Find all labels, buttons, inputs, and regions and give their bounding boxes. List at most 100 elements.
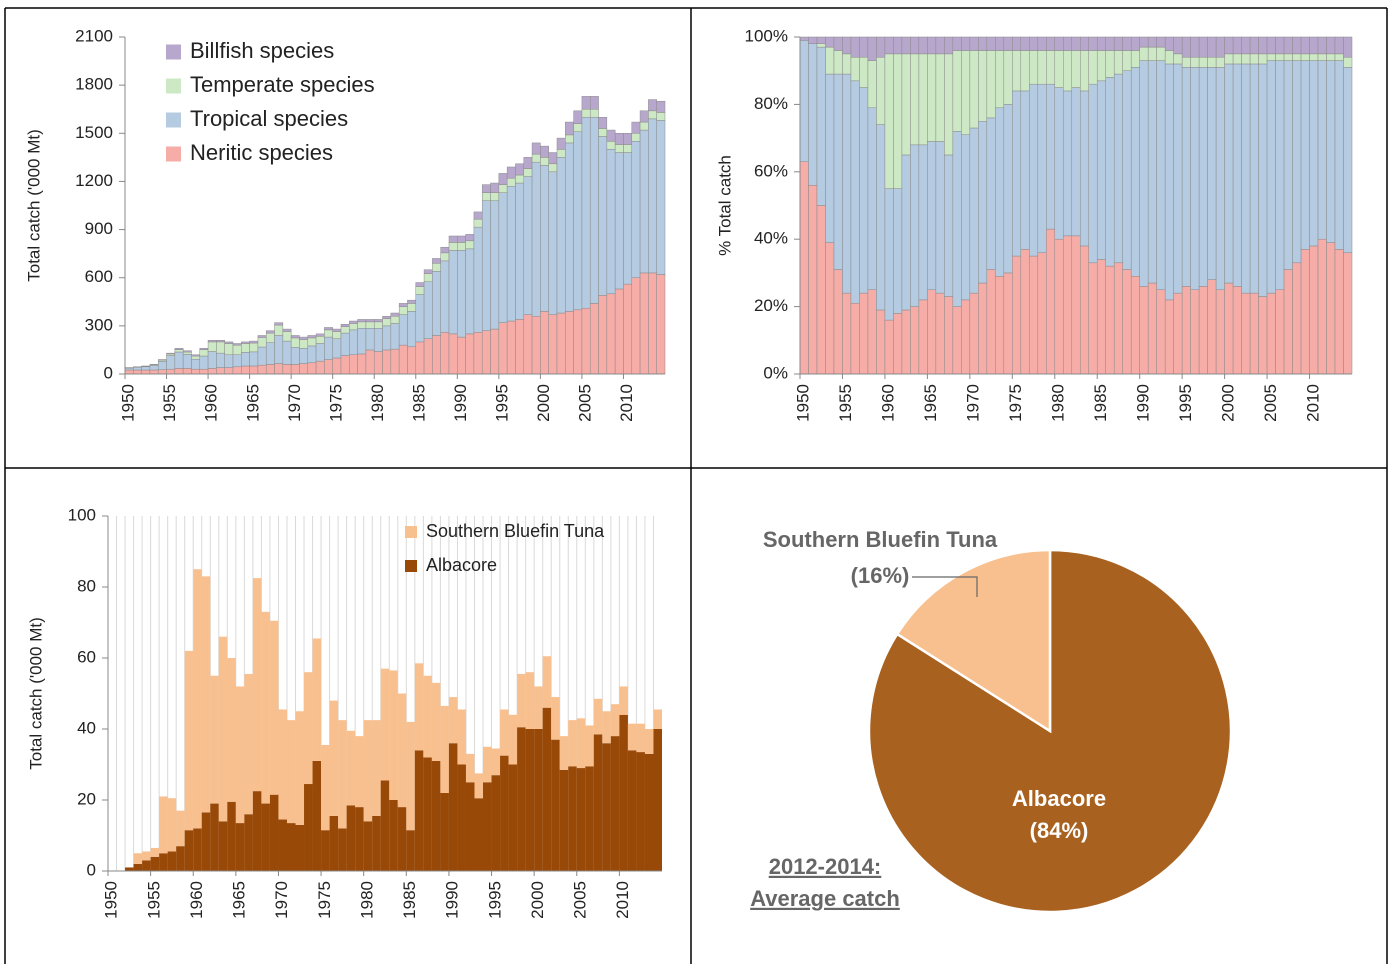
- bar-segment: [1266, 36, 1276, 55]
- bar-segment: [944, 53, 954, 156]
- bar-segment: [565, 142, 574, 312]
- bar-segment: [174, 368, 184, 375]
- bar-segment: [1207, 279, 1217, 375]
- bar-segment: [1334, 53, 1344, 61]
- bar-segment: [842, 73, 852, 294]
- bar-segment: [833, 50, 843, 75]
- bar-segment: [653, 729, 662, 871]
- bar-segment: [491, 775, 501, 871]
- bar-segment: [910, 36, 920, 55]
- bar-segment: [500, 755, 509, 871]
- bar-segment: [414, 663, 424, 751]
- bar-segment: [927, 141, 937, 290]
- bar-segment: [614, 133, 624, 145]
- bar-segment: [506, 166, 516, 179]
- bar-segment: [986, 269, 996, 375]
- bar-segment: [457, 242, 466, 251]
- pie-slice: [895, 548, 1052, 734]
- bar-segment: [1003, 36, 1013, 51]
- bar-segment: [559, 769, 569, 871]
- bar-segment: [473, 218, 483, 228]
- bar-segment: [349, 323, 358, 331]
- bar-segment: [593, 734, 603, 871]
- bar-segment: [407, 311, 417, 347]
- y-axis-title: % Total catch: [715, 155, 734, 256]
- bar-segment: [490, 200, 500, 330]
- bar-segment: [340, 355, 350, 375]
- bar-segment: [540, 165, 549, 312]
- bar-segment: [282, 331, 292, 342]
- bar-segment: [465, 333, 475, 375]
- bar-segment: [191, 358, 201, 370]
- bar-segment: [373, 321, 383, 329]
- bar-segment: [1326, 53, 1336, 61]
- y-tick-label: 100%: [745, 26, 788, 45]
- bar-segment: [174, 349, 184, 353]
- y-tick-label: 60%: [754, 161, 788, 180]
- bar-segment: [1241, 63, 1251, 294]
- bar-segment: [867, 36, 877, 61]
- bar-segment: [1113, 50, 1123, 75]
- bar-segment: [935, 53, 945, 142]
- bar-segment: [614, 288, 624, 375]
- bar-segment: [440, 252, 450, 262]
- bar-segment: [440, 246, 450, 254]
- bar-segment: [986, 36, 996, 51]
- bar-segment: [1198, 36, 1208, 58]
- bar-segment: [876, 56, 886, 125]
- bar-segment: [1156, 289, 1166, 375]
- bar-segment: [257, 337, 267, 348]
- bar-segment: [859, 36, 869, 58]
- bar-segment: [159, 853, 168, 871]
- bar-segment: [825, 242, 835, 375]
- bar-segment: [1139, 46, 1149, 61]
- bar-segment: [598, 116, 608, 129]
- bar-segment: [568, 720, 577, 767]
- legend-swatch: [166, 44, 181, 60]
- bar-segment: [1300, 249, 1310, 375]
- bar-segment: [1054, 50, 1064, 88]
- bar-segment: [644, 729, 654, 754]
- bar-segment: [573, 123, 583, 132]
- bar-segment: [457, 336, 466, 375]
- bar-segment: [1037, 36, 1047, 51]
- bar-segment: [581, 108, 591, 118]
- bar-segment: [918, 299, 928, 375]
- bar-segment: [1258, 36, 1268, 55]
- bar-segment: [850, 302, 860, 375]
- bar-segment: [1037, 50, 1047, 85]
- bar-segment: [440, 792, 449, 871]
- x-tick-label: 2000: [534, 384, 553, 422]
- x-tick-label: 1965: [243, 384, 262, 422]
- y-tick-label: 60: [77, 647, 96, 666]
- slice-label: Southern Bluefin Tuna: [763, 527, 998, 552]
- bar-segment: [1079, 245, 1089, 375]
- bar-segment: [406, 830, 415, 871]
- bar-segment: [1046, 50, 1056, 85]
- bar-segment: [274, 335, 284, 364]
- bar-segment: [407, 346, 417, 375]
- bar-segment: [338, 720, 347, 829]
- bar-segment: [174, 348, 184, 350]
- bar-segment: [1096, 259, 1106, 375]
- bar-segment: [995, 36, 1005, 51]
- bar-segment: [133, 853, 143, 864]
- x-tick-label: 2005: [576, 384, 595, 422]
- bar-segment: [1130, 36, 1140, 51]
- bar-segment: [261, 803, 270, 871]
- bar-segment: [623, 152, 633, 285]
- x-tick-label: 2010: [613, 881, 632, 919]
- bar-segment: [573, 131, 583, 311]
- bar-segment: [1029, 255, 1039, 375]
- bar-segment: [978, 121, 988, 284]
- bar-segment: [556, 137, 566, 150]
- bar-segment: [338, 828, 347, 871]
- bar-segment: [816, 36, 826, 44]
- bar-segment: [473, 211, 483, 220]
- bar-segment: [944, 296, 954, 375]
- bar-segment: [201, 576, 211, 813]
- bar-segment: [390, 348, 400, 375]
- bar-segment: [1300, 60, 1310, 250]
- bar-segment: [1292, 36, 1302, 55]
- bar-segment: [1190, 67, 1200, 290]
